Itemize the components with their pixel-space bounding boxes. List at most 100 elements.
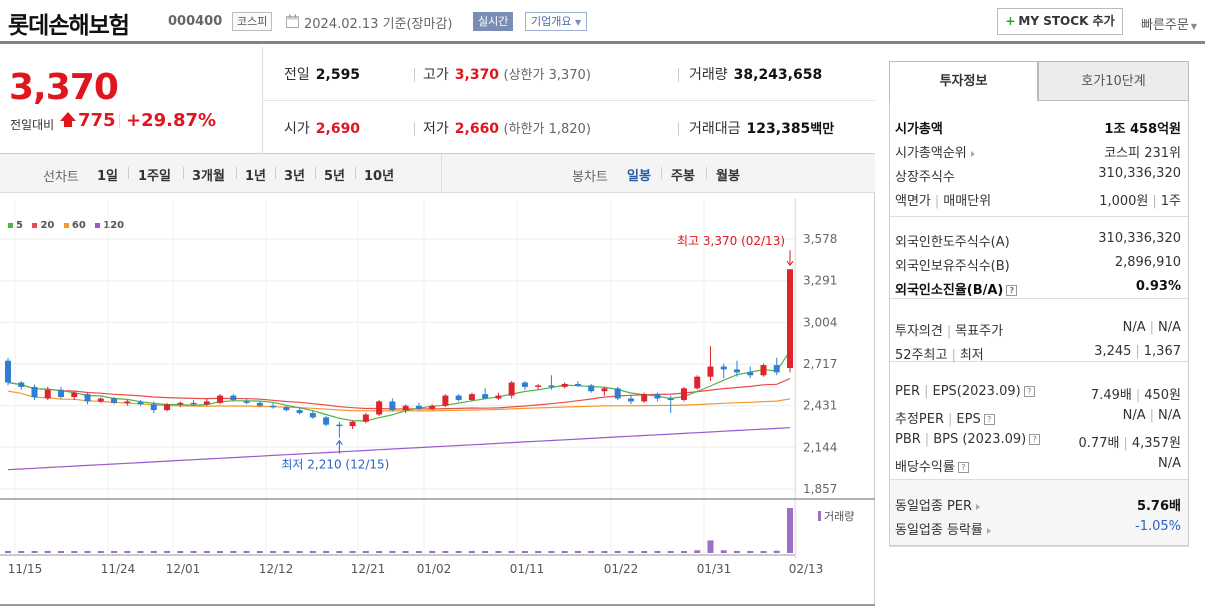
info-row: 동일업종 등락률 -1.05% [895, 515, 1181, 539]
period-3m[interactable]: 3개월 [192, 169, 225, 184]
candle-body [574, 383, 581, 386]
candle-body [217, 395, 224, 403]
candle-body [230, 395, 237, 400]
divider [236, 167, 237, 179]
divider [889, 361, 1189, 362]
volume-bar [482, 551, 489, 553]
company-overview-dropdown[interactable]: 기업개요 ▼ [525, 12, 588, 31]
candle-weekly[interactable]: 주봉 [671, 169, 695, 184]
volume-label: 거래량 [689, 67, 728, 83]
quick-order-dropdown[interactable]: 빠른주문 ▼ [1141, 14, 1197, 33]
tab-order-book[interactable]: 호가10단계 [1038, 61, 1189, 101]
info-row: PBR | BPS (2023.09)? 0.77배 | 4,357원 [895, 428, 1181, 452]
candle-body [150, 404, 157, 411]
add-mystock-button[interactable]: + MY STOCK 추가 [997, 8, 1123, 35]
x-tick-label: 12/01 [166, 562, 201, 576]
info-row: 외국인한도주식수(A) 310,336,320 [895, 227, 1181, 251]
candle-body [111, 398, 118, 403]
investment-info-panel: 투자정보 호가10단계 시가총액 1조 458억원 시가총액순위 코스피 231위 상장… [889, 61, 1189, 551]
period-3y[interactable]: 3년 [284, 169, 306, 184]
volume-bar [71, 551, 78, 553]
volume-bar [694, 550, 701, 553]
prev-close-cell: 전일 2,595 [284, 64, 360, 84]
x-tick-label: 01/31 [697, 562, 732, 576]
divider: | [1149, 408, 1154, 423]
volume-bar [376, 551, 383, 553]
info-value: 7.49배 | 450원 [1091, 384, 1181, 403]
y-tick-label: 2,144 [803, 440, 837, 454]
divider [889, 216, 1189, 217]
volume-bar [124, 551, 131, 553]
volume-bar [164, 551, 171, 553]
divider [315, 167, 316, 179]
info-key-text: EPS [956, 412, 981, 427]
candle-daily[interactable]: 일봉 [627, 169, 651, 184]
volume-cell: 거래량 38,243,658 [689, 64, 822, 84]
help-icon[interactable]: ? [1029, 434, 1041, 445]
x-tick-label: 01/02 [417, 562, 452, 576]
info-key[interactable]: 동일업종 PER [895, 495, 981, 514]
y-tick-label: 3,291 [803, 274, 837, 288]
info-key[interactable]: 동일업종 등락률 [895, 519, 991, 538]
volume-bar [760, 551, 767, 553]
help-icon[interactable]: ? [1023, 386, 1035, 397]
divider: | [951, 348, 956, 363]
divider: | [1135, 388, 1141, 403]
candle-body [402, 405, 409, 411]
tab-investment-info[interactable]: 투자정보 [889, 61, 1038, 101]
volume-bar [203, 551, 210, 553]
candle-body [627, 398, 634, 402]
period-1d[interactable]: 1일 [97, 169, 119, 184]
info-value: 310,336,320 [1098, 231, 1181, 246]
info-key-text: 최저 [959, 348, 984, 363]
period-1y[interactable]: 1년 [245, 169, 267, 184]
help-icon[interactable]: ? [983, 414, 995, 425]
candle-body [773, 365, 780, 373]
x-tick-label: 02/13 [789, 562, 824, 576]
info-value: 310,336,320 [1098, 166, 1181, 181]
volume-bar [561, 551, 568, 553]
info-key: PBR | BPS (2023.09)? [895, 432, 1041, 447]
period-1w[interactable]: 1주일 [138, 169, 171, 184]
y-tick-label: 2,717 [803, 357, 837, 371]
help-icon[interactable]: ? [1006, 285, 1018, 296]
info-key[interactable]: 시가총액순위 [895, 142, 975, 161]
info-value-text: 0.77배 [1078, 436, 1120, 451]
volume-bar [111, 551, 118, 553]
realtime-button[interactable]: 실시간 [473, 12, 514, 31]
x-tick-label: 11/15 [8, 562, 43, 576]
chart-canvas[interactable]: 3,578 3,291 3,004 2,717 2,431 2,144 1,857 11/15… [0, 193, 875, 605]
candle-body [482, 394, 489, 399]
info-value-text: 0.93% [1135, 279, 1181, 294]
amount-label: 거래대금 [689, 121, 741, 137]
volume-bar [548, 551, 555, 553]
candle-body [71, 392, 78, 398]
volume-bar [270, 551, 277, 553]
divider [119, 114, 120, 128]
info-key-text: 시가총액 [895, 122, 943, 137]
legend-swatch [8, 222, 13, 228]
price-chart[interactable]: 5 20 60 120 3,578 3,291 3,004 2,717 2,431 2,1… [0, 193, 875, 605]
price-change: 775 [78, 110, 116, 131]
period-10y[interactable]: 10년 [364, 169, 395, 184]
info-row: 동일업종 PER 5.76배 [895, 491, 1181, 515]
candle-body [362, 414, 369, 422]
chevron-right-icon [976, 503, 981, 510]
info-key: 투자의견 | 목표주가 [895, 320, 1003, 339]
volume-bar [309, 551, 316, 553]
period-5y[interactable]: 5년 [324, 169, 346, 184]
legend-ma5: 5 [8, 220, 23, 231]
candle-chart-label: 봉차트 [572, 170, 608, 185]
lower-limit: (하한가 1,820) [503, 122, 591, 137]
divider: | [924, 432, 930, 447]
candle-body [614, 388, 621, 399]
info-value: -1.05% [1135, 519, 1181, 534]
candle-monthly[interactable]: 월봉 [716, 169, 740, 184]
ma20-line [7, 377, 791, 410]
current-price: 3,370 [9, 67, 119, 108]
info-key-text: 투자의견 [895, 324, 943, 339]
help-icon[interactable]: ? [957, 462, 969, 473]
x-tick-label: 12/12 [259, 562, 294, 576]
candle-body [601, 388, 608, 392]
volume-bar [323, 551, 330, 553]
